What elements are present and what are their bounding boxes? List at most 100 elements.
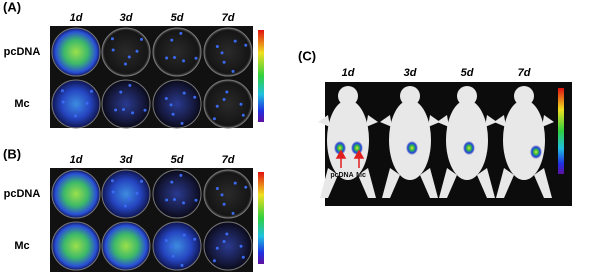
signal-spot: [530, 145, 542, 159]
signal-spot: [244, 185, 248, 189]
signal-spot: [215, 246, 219, 250]
well: [101, 169, 151, 219]
mouse-legs: [318, 115, 378, 198]
mouse-head: [457, 86, 477, 106]
row-label: Mc: [14, 98, 29, 110]
signal-spot: [233, 39, 237, 43]
column-header: 5d: [461, 67, 474, 79]
signal-spot: [114, 108, 118, 112]
color-scale: [558, 88, 564, 174]
signal-spot: [239, 244, 243, 248]
column-header: 5d: [171, 12, 184, 24]
signal-spot: [170, 38, 174, 42]
signal-spot: [165, 198, 169, 202]
color-scale: [258, 172, 264, 264]
mouse-head: [514, 86, 534, 106]
row-label: pcDNA: [4, 46, 41, 58]
color-scale: [258, 30, 264, 122]
column-header: 7d: [518, 67, 531, 79]
signal-spot: [61, 100, 65, 104]
mouse-legs: [437, 115, 497, 198]
signal-spot: [215, 45, 219, 49]
signal-spot: [77, 107, 81, 111]
signal-spot: [193, 95, 197, 99]
signal-spot: [60, 89, 64, 93]
column-header: 1d: [70, 154, 83, 166]
well: [203, 79, 253, 129]
column-header: 3d: [120, 154, 133, 166]
column-header: 5d: [171, 154, 184, 166]
annotation: pcDNA: [330, 172, 353, 179]
column-header: 1d: [342, 67, 355, 79]
signal-spot: [164, 97, 168, 101]
signal-spot: [351, 141, 363, 155]
well: [152, 169, 202, 219]
wells: [51, 27, 253, 271]
row-label: pcDNA: [4, 188, 41, 200]
signal-spot: [182, 59, 186, 63]
signal-spot: [222, 60, 226, 64]
signal-spot: [90, 89, 94, 93]
mouse-body: [503, 100, 545, 180]
signal-spot: [123, 204, 127, 208]
panel-label: (A): [3, 0, 21, 14]
signal-spot: [222, 202, 226, 206]
signal-spot: [171, 112, 175, 116]
signal-spot: [194, 198, 198, 202]
mouse-legs: [494, 115, 554, 198]
mice: [318, 86, 554, 198]
mouse-head: [400, 86, 420, 106]
signal-spot: [239, 102, 243, 106]
signal-spot: [135, 49, 139, 53]
signal-spot: [140, 37, 144, 41]
signal-spot: [334, 141, 346, 155]
signal-spot: [222, 239, 226, 243]
signal-spot: [164, 239, 168, 243]
signal-spot: [233, 181, 237, 185]
signal-spot: [179, 173, 183, 177]
well: [101, 27, 151, 77]
well: [51, 221, 101, 271]
signal-spot: [169, 103, 173, 107]
signal-spot: [193, 237, 197, 241]
signal-spot: [127, 55, 131, 59]
mouse-body: [389, 100, 431, 180]
signal-spot: [179, 31, 183, 35]
signal-spot: [165, 56, 169, 60]
arrows: [335, 149, 365, 168]
signal-spot: [241, 113, 245, 117]
signal-spot: [220, 193, 224, 197]
well: [51, 79, 101, 129]
signal-spot: [119, 90, 123, 94]
well: [203, 221, 253, 271]
signal-spot: [111, 190, 115, 194]
signal-spot: [170, 180, 174, 184]
well: [101, 79, 151, 129]
well: [203, 169, 253, 219]
column-header: 7d: [222, 12, 235, 24]
signal-spot: [173, 197, 177, 201]
mouse-head: [338, 86, 358, 106]
signal-spot: [182, 91, 186, 95]
signal-spot: [140, 179, 144, 183]
column-header: 7d: [222, 154, 235, 166]
signal-spot: [111, 48, 115, 52]
mouse-body: [446, 100, 488, 180]
signal-spot: [180, 121, 184, 125]
signal-spot: [131, 111, 135, 115]
annotation: Mc: [356, 172, 366, 179]
well: [203, 27, 253, 77]
signal-spot: [225, 232, 229, 236]
signal-spot: [463, 141, 475, 155]
signal-spot: [231, 69, 235, 73]
signal-spot: [215, 187, 219, 191]
signal-spot: [406, 141, 418, 155]
signal-spot: [180, 263, 184, 267]
signal-spot: [169, 245, 173, 249]
well: [152, 27, 202, 77]
panel-label: (C): [298, 48, 316, 63]
signal-spot: [222, 97, 226, 101]
signal-spot: [110, 37, 114, 41]
signal-spot: [231, 211, 235, 215]
